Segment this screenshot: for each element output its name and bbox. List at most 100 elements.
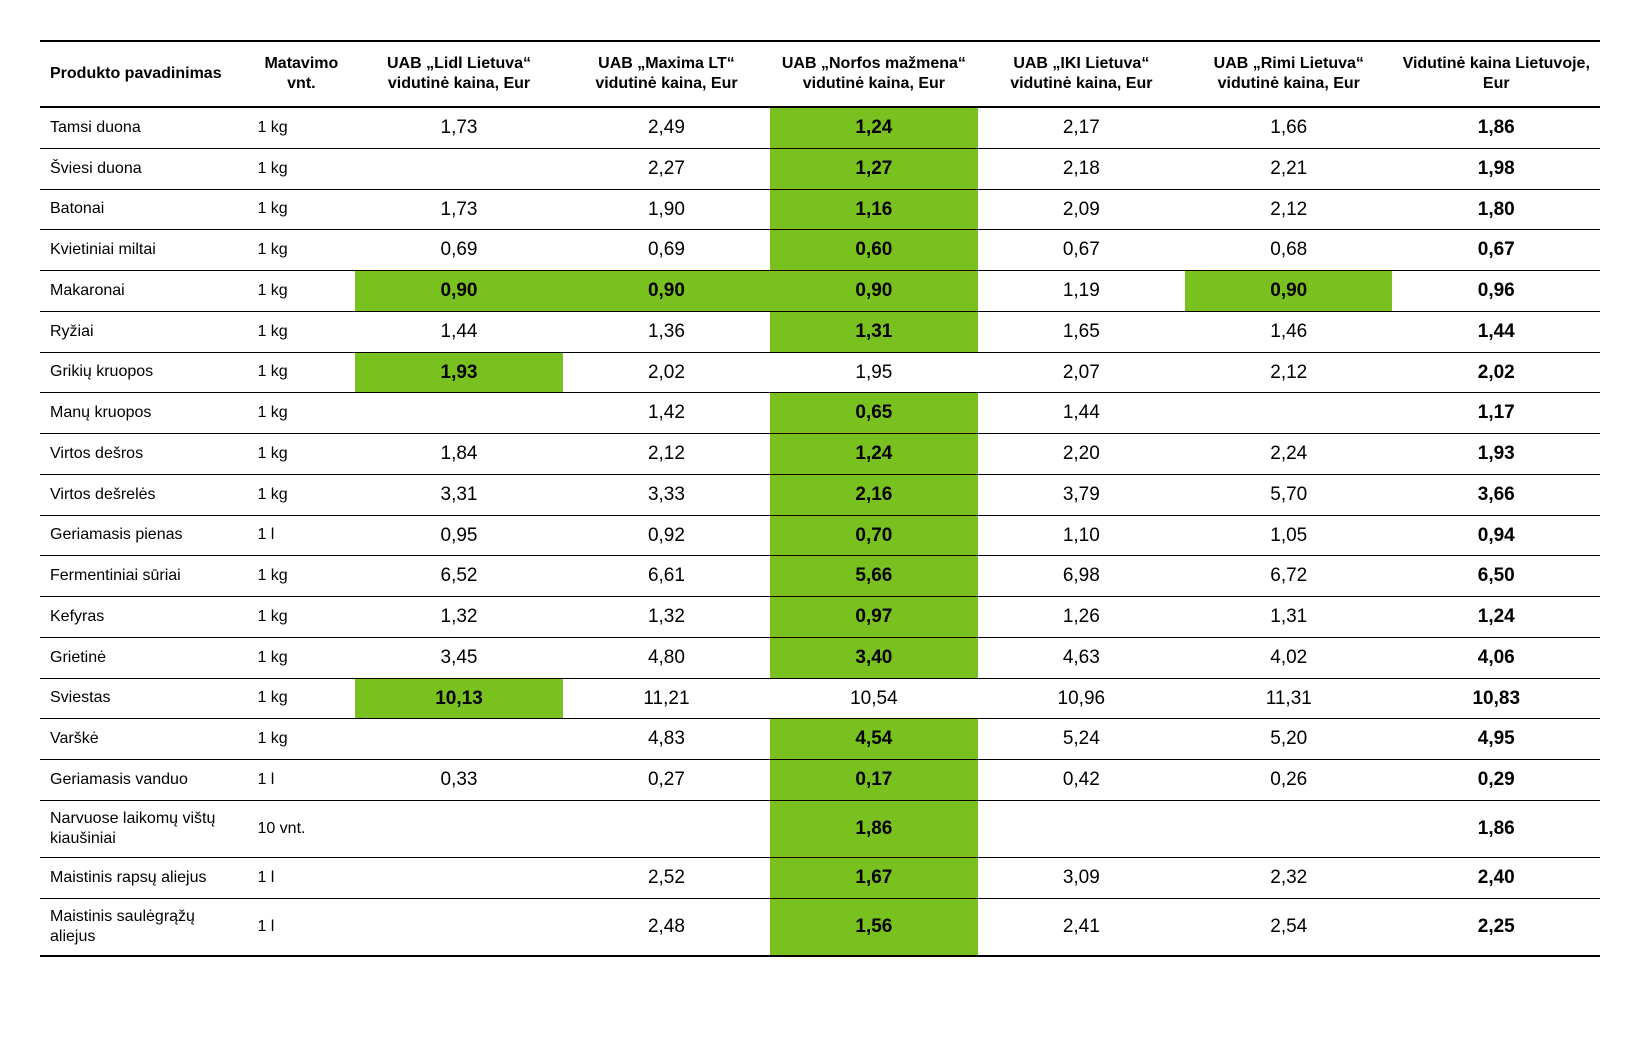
product-name: Šviesi duona (40, 148, 247, 189)
unit-cell: 1 kg (247, 311, 355, 352)
table-row: Makaronai1 kg0,900,900,901,190,900,96 (40, 271, 1600, 312)
table-row: Kvietiniai miltai1 kg0,690,690,600,670,6… (40, 230, 1600, 271)
price-avg: 1,44 (1392, 311, 1600, 352)
price-maxima: 1,90 (563, 189, 770, 230)
table-row: Grietinė1 kg3,454,803,404,634,024,06 (40, 637, 1600, 678)
price-lidl: 0,90 (355, 271, 562, 312)
price-maxima: 2,27 (563, 148, 770, 189)
product-name: Grikių kruopos (40, 352, 247, 393)
price-norfa: 0,17 (770, 760, 977, 801)
price-rimi: 2,12 (1185, 352, 1392, 393)
price-lidl (355, 898, 562, 956)
unit-cell: 1 kg (247, 393, 355, 434)
table-row: Sviestas1 kg10,1311,2110,5410,9611,3110,… (40, 678, 1600, 719)
price-avg: 1,86 (1392, 800, 1600, 857)
price-avg: 1,98 (1392, 148, 1600, 189)
table-row: Šviesi duona1 kg2,271,272,182,211,98 (40, 148, 1600, 189)
col-header-unit: Matavimo vnt. (247, 41, 355, 107)
col-header-maxima: UAB „Maxima LT“ vidutinė kaina, Eur (563, 41, 770, 107)
product-name: Geriamasis pienas (40, 515, 247, 556)
product-name: Fermentiniai sūriai (40, 556, 247, 597)
price-maxima: 1,32 (563, 597, 770, 638)
price-avg: 3,66 (1392, 474, 1600, 515)
product-name: Tamsi duona (40, 107, 247, 148)
price-avg: 1,80 (1392, 189, 1600, 230)
price-maxima: 1,42 (563, 393, 770, 434)
unit-cell: 1 kg (247, 107, 355, 148)
price-iki: 4,63 (978, 637, 1185, 678)
table-header-row: Produkto pavadinimasMatavimo vnt.UAB „Li… (40, 41, 1600, 107)
unit-cell: 1 kg (247, 189, 355, 230)
product-name: Varškė (40, 719, 247, 760)
price-lidl (355, 148, 562, 189)
price-lidl: 1,73 (355, 189, 562, 230)
table-row: Narvuose laikomų vištų kiaušiniai10 vnt.… (40, 800, 1600, 857)
price-rimi: 1,66 (1185, 107, 1392, 148)
price-maxima: 4,80 (563, 637, 770, 678)
product-name: Virtos dešrelės (40, 474, 247, 515)
price-maxima: 3,33 (563, 474, 770, 515)
price-maxima (563, 800, 770, 857)
price-maxima: 1,36 (563, 311, 770, 352)
price-rimi: 4,02 (1185, 637, 1392, 678)
table-row: Geriamasis vanduo1 l0,330,270,170,420,26… (40, 760, 1600, 801)
price-lidl: 3,31 (355, 474, 562, 515)
price-rimi: 11,31 (1185, 678, 1392, 719)
price-avg: 2,40 (1392, 857, 1600, 898)
price-maxima: 0,69 (563, 230, 770, 271)
unit-cell: 1 kg (247, 271, 355, 312)
price-avg: 0,29 (1392, 760, 1600, 801)
table-row: Maistinis rapsų aliejus1 l2,521,673,092,… (40, 857, 1600, 898)
unit-cell: 1 kg (247, 597, 355, 638)
unit-cell: 10 vnt. (247, 800, 355, 857)
price-avg: 10,83 (1392, 678, 1600, 719)
price-lidl: 10,13 (355, 678, 562, 719)
table-row: Virtos dešros1 kg1,842,121,242,202,241,9… (40, 434, 1600, 475)
table-row: Fermentiniai sūriai1 kg6,526,615,666,986… (40, 556, 1600, 597)
product-name: Kvietiniai miltai (40, 230, 247, 271)
price-avg: 1,17 (1392, 393, 1600, 434)
unit-cell: 1 kg (247, 556, 355, 597)
price-lidl (355, 857, 562, 898)
price-lidl: 3,45 (355, 637, 562, 678)
product-name: Batonai (40, 189, 247, 230)
price-norfa: 0,60 (770, 230, 977, 271)
table-row: Geriamasis pienas1 l0,950,920,701,101,05… (40, 515, 1600, 556)
table-row: Grikių kruopos1 kg1,932,021,952,072,122,… (40, 352, 1600, 393)
price-norfa: 0,65 (770, 393, 977, 434)
price-iki: 1,26 (978, 597, 1185, 638)
price-table: Produkto pavadinimasMatavimo vnt.UAB „Li… (40, 40, 1600, 957)
col-header-name: Produkto pavadinimas (40, 41, 247, 107)
price-avg: 6,50 (1392, 556, 1600, 597)
price-rimi (1185, 800, 1392, 857)
price-lidl: 1,32 (355, 597, 562, 638)
price-maxima: 2,12 (563, 434, 770, 475)
price-lidl (355, 800, 562, 857)
price-norfa: 10,54 (770, 678, 977, 719)
price-rimi: 2,32 (1185, 857, 1392, 898)
price-avg: 4,06 (1392, 637, 1600, 678)
price-iki: 3,79 (978, 474, 1185, 515)
price-avg: 1,86 (1392, 107, 1600, 148)
price-rimi: 2,12 (1185, 189, 1392, 230)
price-iki: 2,17 (978, 107, 1185, 148)
price-maxima: 2,52 (563, 857, 770, 898)
price-iki: 1,65 (978, 311, 1185, 352)
price-lidl: 0,95 (355, 515, 562, 556)
unit-cell: 1 kg (247, 678, 355, 719)
price-iki: 2,18 (978, 148, 1185, 189)
price-rimi: 2,24 (1185, 434, 1392, 475)
price-rimi: 1,46 (1185, 311, 1392, 352)
price-rimi: 0,26 (1185, 760, 1392, 801)
price-iki: 2,09 (978, 189, 1185, 230)
product-name: Grietinė (40, 637, 247, 678)
unit-cell: 1 l (247, 515, 355, 556)
price-lidl: 0,33 (355, 760, 562, 801)
product-name: Maistinis saulėgrąžų aliejus (40, 898, 247, 956)
price-lidl: 1,84 (355, 434, 562, 475)
price-lidl (355, 719, 562, 760)
price-norfa: 1,24 (770, 434, 977, 475)
product-name: Maistinis rapsų aliejus (40, 857, 247, 898)
price-norfa: 4,54 (770, 719, 977, 760)
unit-cell: 1 kg (247, 434, 355, 475)
